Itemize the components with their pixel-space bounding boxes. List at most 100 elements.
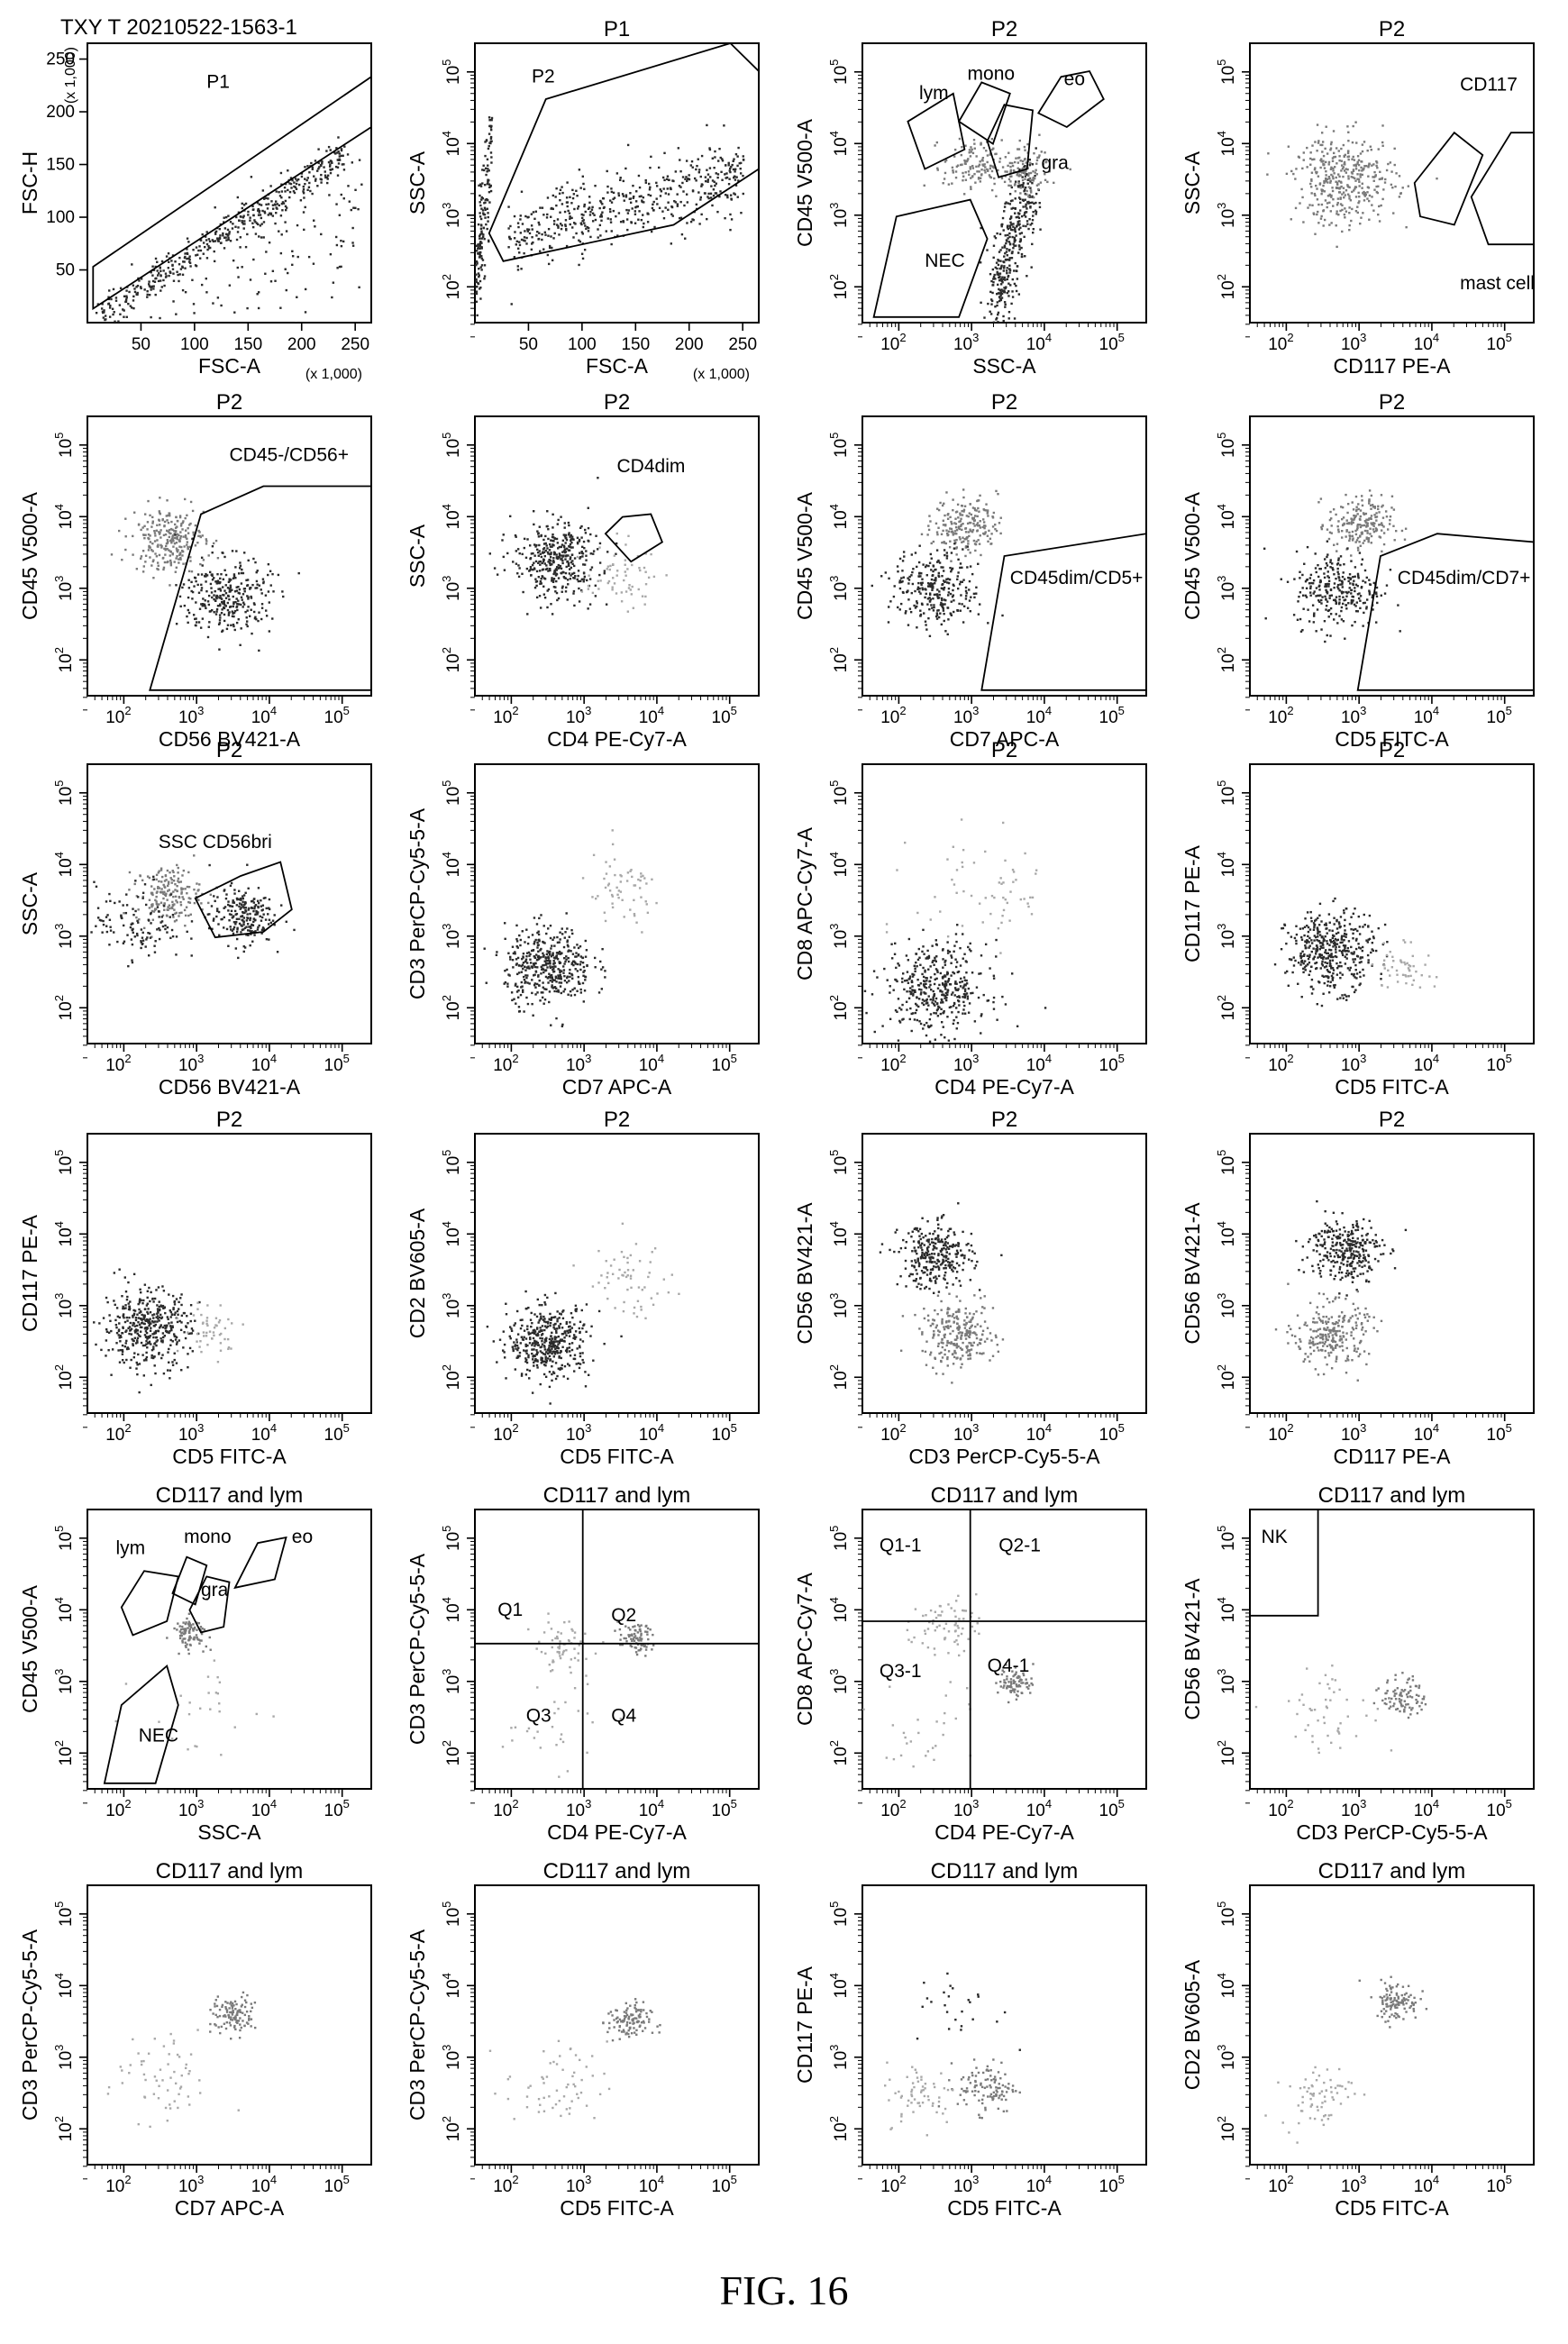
event-dot [164,272,168,275]
event-dot [267,214,269,216]
event-dot [174,534,177,536]
event-dot [936,588,939,591]
event-dot [252,920,255,924]
event-dot [724,216,726,220]
event-dot [977,562,980,565]
event-dot [1337,520,1340,523]
event-dot [534,560,538,563]
event-dot [304,287,307,291]
event-dot [218,934,221,936]
event-dot [218,622,222,625]
event-dot [283,186,287,189]
event-dot [288,196,291,199]
event-dot [1019,192,1022,195]
event-dot [600,213,603,216]
event-dot [1036,156,1039,160]
event-dot [197,621,201,624]
event-dot [156,890,159,893]
event-dot [171,907,174,910]
event-dot [195,892,197,895]
event-dot [242,944,245,948]
event-dot [556,557,560,561]
event-dot [176,519,179,523]
event-dot [725,176,729,179]
event-dot [151,515,154,519]
event-dot [925,628,928,631]
event-dot [169,559,172,562]
event-dot [609,218,612,221]
event-dot [945,529,948,532]
event-dot [1003,180,1007,184]
event-dot [1324,595,1326,598]
event-dot [552,586,556,588]
event-dot [928,515,931,517]
event-dot [723,124,725,127]
event-dot [1003,260,1006,264]
event-dot [1366,532,1369,534]
event-dot [582,1000,586,1003]
event-dot [475,260,479,263]
y-axis-label: CD45 V500-A [18,491,41,620]
event-dot [520,986,523,989]
event-dot [729,170,732,174]
event-dot [136,934,139,937]
y-tick-label: 104 [827,504,851,529]
event-dot [131,943,134,946]
event-dot [1310,171,1314,174]
event-dot [1359,599,1362,602]
event-dot [488,141,491,144]
event-dot [1336,197,1340,200]
event-dot [686,201,689,204]
event-dot [101,931,104,934]
event-dot [320,181,323,184]
event-dot [228,919,231,922]
event-dot [929,598,932,601]
event-dot [563,956,566,960]
event-dot [961,163,963,166]
event-dot [568,534,570,536]
event-dot [530,213,533,215]
event-dot [557,990,561,993]
event-dot [178,515,182,519]
event-dot [941,598,944,602]
event-dot [1322,160,1325,162]
event-dot [1369,516,1372,520]
event-dot [482,233,485,236]
event-dot [1319,568,1322,570]
event-dot [961,509,963,513]
event-dot [267,197,269,200]
event-dot [707,178,709,181]
event-dot [962,508,966,512]
x-tick-label: 102 [1268,704,1293,727]
event-dot [574,575,577,578]
event-dot [589,210,592,214]
event-dot [1375,512,1378,515]
event-dot [297,183,301,187]
event-dot [269,185,272,187]
event-dot [549,936,552,940]
event-dot [569,215,571,218]
event-dot [1315,587,1318,589]
event-dot [950,527,953,531]
event-dot [954,176,958,179]
event-dot [581,175,585,178]
event-dot [567,583,570,586]
event-dot [1338,187,1342,189]
event-dot [656,203,659,205]
event-dot [585,227,588,231]
event-dot [241,221,244,223]
y-tick-label: 102 [440,995,463,1020]
event-dot [921,588,925,591]
event-dot [528,232,532,235]
event-dot [1329,566,1332,569]
event-dot [560,571,562,575]
event-dot [1335,224,1337,227]
event-dot [238,902,242,905]
event-dot [273,203,277,205]
event-dot [935,617,939,620]
event-dot [1305,579,1308,581]
event-dot [964,554,967,558]
event-dot [1362,579,1364,582]
event-dot [314,225,316,228]
event-dot [1010,207,1013,210]
